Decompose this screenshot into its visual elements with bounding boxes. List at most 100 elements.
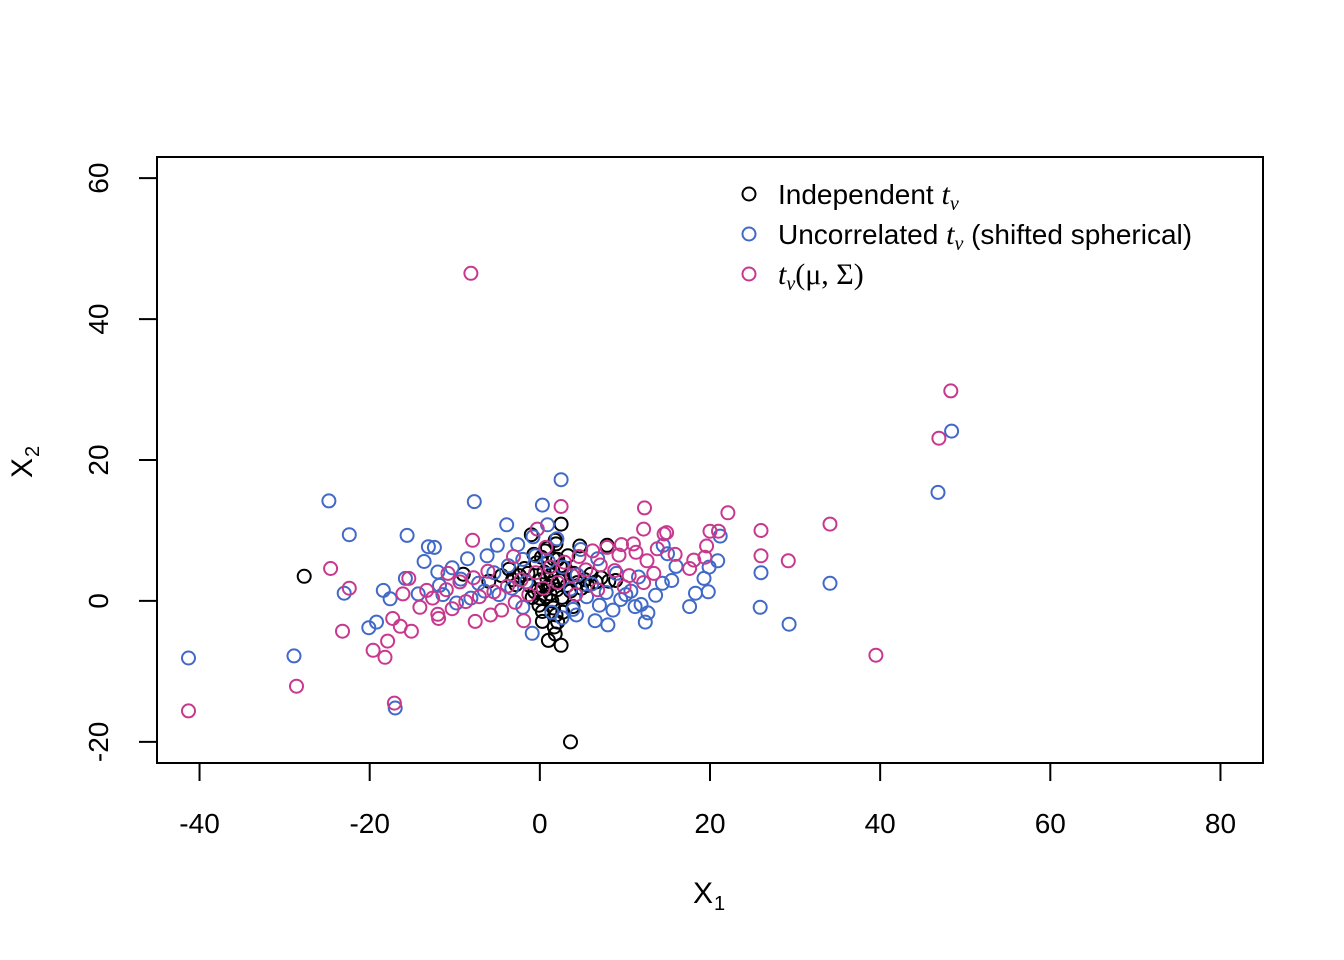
point-tmu [649,541,665,557]
point-uncorrelated [781,616,797,632]
point-tmu [521,587,537,603]
point-independent [553,637,569,653]
point-tmu [646,565,662,581]
point-tmu [868,647,884,663]
point-tmu [458,594,474,610]
point-tmu [341,580,357,596]
point-tmu [289,678,304,694]
point-uncorrelated [605,602,621,618]
point-tmu [636,575,652,591]
point-tmu [506,549,521,564]
point-tmu [425,590,441,606]
legend-marker [741,226,757,242]
point-uncorrelated [579,589,595,605]
point-uncorrelated [565,601,581,617]
point-uncorrelated [587,613,603,629]
point-uncorrelated [654,575,670,591]
point-uncorrelated [688,585,703,601]
point-tmu [550,575,566,591]
point-independent [531,597,547,613]
point-uncorrelated [600,617,616,633]
point-tmu [578,562,594,578]
point-uncorrelated [637,614,653,630]
x-tick-label: -20 [349,808,389,839]
point-tmu [335,623,350,639]
point-uncorrelated [499,517,515,533]
y-tick-label: 60 [83,163,114,194]
point-uncorrelated [668,558,684,574]
point-uncorrelated [479,548,495,564]
point-tmu [395,586,411,602]
point-tmu [542,559,558,575]
point-uncorrelated [544,604,560,620]
point-tmu [585,543,601,559]
point-tmu [516,613,532,629]
point-uncorrelated [753,565,769,581]
legend-marker [741,186,757,202]
legend-label: tν(μ, Σ) [778,258,864,295]
point-tmu [607,563,623,579]
point-tmu [471,589,487,605]
point-tmu [599,539,615,555]
point-tmu [637,500,652,516]
point-tmu [480,563,496,579]
y-axis-label-subscript: 2 [22,446,44,457]
series-tmu [181,265,959,719]
point-tmu [466,570,481,586]
point-independent [550,551,566,567]
y-tick-label: -20 [83,722,114,762]
point-uncorrelated [528,548,544,564]
point-uncorrelated [696,570,712,586]
legend-marker [741,266,757,282]
point-tmu [377,649,393,665]
point-tmu [592,557,608,573]
x-axis-label-subscript: 1 [714,893,725,915]
point-tmu [682,561,698,576]
point-uncorrelated [569,567,585,583]
point-independent [553,516,569,532]
point-tmu [571,549,587,564]
point-uncorrelated [664,573,680,588]
point-independent [296,568,312,584]
point-tmu [625,536,641,552]
point-independent [548,536,564,552]
point-uncorrelated [375,582,391,598]
point-uncorrelated [387,700,403,716]
point-tmu [538,539,554,555]
point-uncorrelated [534,497,550,513]
point-tmu [438,582,454,598]
point-tmu [614,537,629,553]
point-uncorrelated [486,565,502,581]
point-tmu [463,265,479,281]
y-axis-title: X 2 [6,446,44,478]
legend-item-independent: Independent tν [741,178,959,215]
point-uncorrelated [627,599,643,615]
point-tmu [636,521,652,537]
series-layer [181,265,960,750]
point-tmu [702,523,718,539]
x-axis: -40 -20 0 20 40 60 80 [179,762,1236,839]
point-independent [554,589,570,605]
point-tmu [753,523,769,538]
point-uncorrelated [420,539,436,555]
point-tmu [699,538,715,554]
x-tick-label: 40 [865,808,896,839]
point-tmu [656,526,672,542]
point-tmu [639,553,655,569]
point-uncorrelated [752,599,768,615]
point-uncorrelated [460,551,475,567]
point-tmu [528,565,544,581]
point-uncorrelated [321,493,337,509]
y-tick-label: 0 [83,593,114,609]
point-tmu [385,611,401,626]
point-uncorrelated [524,625,540,641]
point-tmu [590,582,606,598]
point-tmu [401,570,417,586]
point-tmu [181,703,196,719]
point-uncorrelated [466,494,482,510]
point-uncorrelated [489,537,505,553]
point-uncorrelated [618,587,634,603]
point-independent [546,619,562,635]
